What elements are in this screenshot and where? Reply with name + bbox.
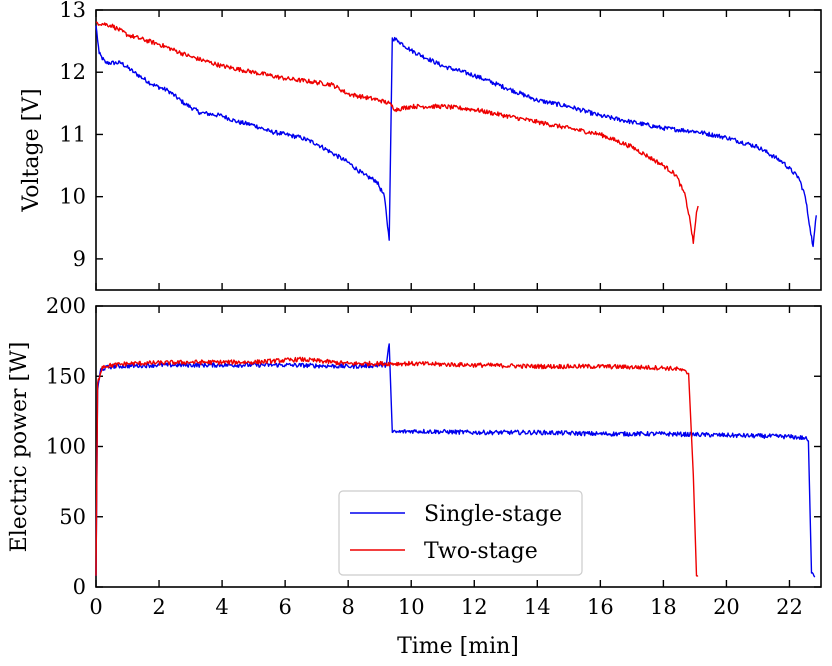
xtick-label: 16 xyxy=(587,595,614,619)
xtick-label: 12 xyxy=(461,595,488,619)
xtick-label: 10 xyxy=(398,595,425,619)
legend-box xyxy=(338,490,583,576)
power-ytick-label: 150 xyxy=(46,364,86,388)
voltage-ytick-label: 10 xyxy=(59,185,86,209)
legend: Single-stage Two-stage xyxy=(338,490,583,576)
xtick-label: 14 xyxy=(524,595,551,619)
voltage-ytick-label: 11 xyxy=(59,122,86,146)
power-y-axis-label: Electric power [W] xyxy=(7,342,32,553)
power-ytick-label: 0 xyxy=(73,575,86,599)
legend-label-single-stage: Single-stage xyxy=(424,502,562,527)
voltage-ytick-label: 9 xyxy=(73,247,86,271)
voltage-y-ticks: 9 10 11 12 13 xyxy=(59,0,821,271)
legend-label-two-stage: Two-stage xyxy=(424,539,538,564)
power-ytick-label: 100 xyxy=(46,435,86,459)
voltage-y-axis-label: Voltage [V] xyxy=(19,88,44,212)
xtick-label: 6 xyxy=(278,595,291,619)
power-line-single-stage xyxy=(95,343,816,578)
voltage-line-single-stage xyxy=(95,25,817,248)
power-panel: 0 50 100 150 200 0 2 4 6 8 10 12 14 16 18 20 22 Electri… xyxy=(7,294,822,659)
power-line-two-stage xyxy=(95,356,699,577)
xtick-label: 22 xyxy=(776,595,803,619)
voltage-series xyxy=(95,21,817,248)
voltage-ytick-label: 12 xyxy=(59,60,86,84)
x-axis-label: Time [min] xyxy=(397,634,519,659)
voltage-x-ticks xyxy=(95,10,791,290)
power-y-ticks: 0 50 100 150 200 xyxy=(46,294,821,599)
voltage-line-two-stage xyxy=(95,21,699,244)
voltage-ytick-label: 13 xyxy=(59,0,86,22)
xtick-label: 18 xyxy=(650,595,677,619)
xtick-label: 8 xyxy=(341,595,354,619)
voltage-panel: 9 10 11 12 13 Voltage [V] xyxy=(19,0,822,291)
power-x-ticks: 0 2 4 6 8 10 12 14 16 18 20 22 xyxy=(89,306,803,619)
power-series xyxy=(95,343,816,578)
xtick-label: 20 xyxy=(713,595,740,619)
xtick-label: 2 xyxy=(152,595,165,619)
voltage-axes-frame xyxy=(95,9,822,291)
power-ytick-label: 200 xyxy=(46,294,86,318)
power-ytick-label: 50 xyxy=(59,505,86,529)
xtick-label: 4 xyxy=(215,595,228,619)
xtick-label: 0 xyxy=(89,595,102,619)
